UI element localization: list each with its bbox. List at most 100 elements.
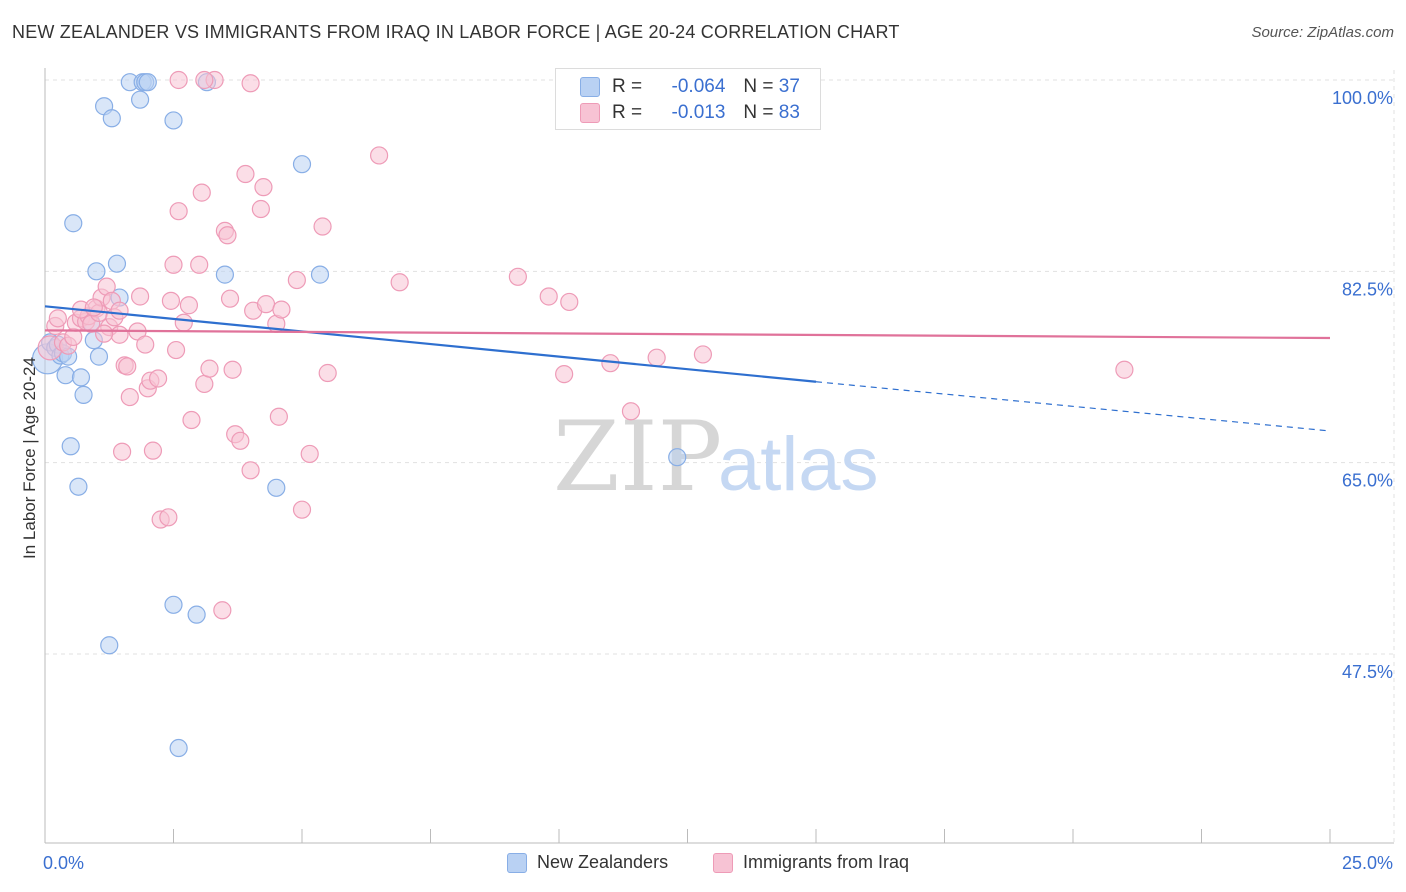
tick-labels: 100.0% 82.5% 65.0% 47.5% 0.0% 25.0% [43,88,1393,873]
series-legend-new-zealanders[interactable]: New Zealanders [507,852,668,873]
iraq-immigrants-point [200,359,219,378]
iraq-immigrants-point [390,273,409,292]
chart-source: Source: ZipAtlas.com [1251,24,1394,41]
iraq-immigrants-point [174,313,193,332]
iraq-immigrants-point [1115,360,1134,379]
iraq-immigrants-point [621,402,641,421]
iraq-immigrants-point [272,300,291,319]
iraq-immigrants-trend-line [44,329,1331,340]
legend-n-value: 37 [778,76,800,97]
iraq-immigrants-point [236,164,255,184]
new-zealanders-point [69,477,88,496]
iraq-immigrants-point [136,335,155,354]
legend-row-new-zealanders: R = -0.064 N = 37 [580,74,800,100]
new-zealanders-point [164,595,183,614]
watermark-zip: ZIP [553,401,722,513]
correlation-legend: R = -0.064 N = 37 R = -0.013 N = 83 [555,68,821,130]
new-zealanders-point [164,111,183,130]
y-axis-label: In Labor Force | Age 20-24 [20,357,39,559]
iraq-immigrants-point [218,226,237,245]
iraq-immigrants-point [231,431,250,450]
iraq-immigrants-point [256,295,276,314]
new-zealanders-point [102,109,121,128]
iraq-immigrants-point [182,410,201,430]
iraq-immigrants-point [195,70,214,90]
y-tick-label: 82.5% [1342,279,1393,299]
iraq-immigrants-point [241,74,260,93]
iraq-immigrants-point [192,183,211,202]
legend-row-immigrants-from-iraq: R = -0.013 N = 83 [580,100,800,126]
legend-n-value: 83 [778,102,800,123]
new-zealanders-point [292,155,312,174]
legend-n-label: N = [743,102,774,123]
iraq-immigrants-point [287,270,306,290]
iraq-immigrants-point [166,340,186,360]
iraq-immigrants-point [693,345,713,364]
iraq-immigrants-point [169,70,188,90]
iraq-immigrants-point [143,441,163,460]
iraq-immigrants-point [254,178,273,197]
data-points [31,70,1134,758]
legend-r-label: R = [612,76,643,97]
new-zealanders-point [215,265,234,284]
axes [44,68,1394,844]
iraq-immigrants-point [112,442,132,461]
new-zealanders-point [56,366,75,385]
legend-swatch-pink [580,103,600,123]
iraq-immigrants-point [292,500,312,519]
new-zealanders-trend-line [44,305,817,383]
chart-title: NEW ZEALANDER VS IMMIGRANTS FROM IRAQ IN… [12,22,900,42]
legend-r-value: -0.064 [671,76,726,97]
iraq-immigrants-point [148,369,168,388]
y-tick-label: 47.5% [1342,662,1393,682]
iraq-immigrants-point [195,374,214,394]
iraq-immigrants-point [313,217,332,236]
y-tick-label: 100.0% [1332,88,1393,108]
x-tick-label: 0.0% [43,853,84,873]
new-zealanders-trend-line-extension [815,381,1331,432]
iraq-immigrants-point [164,255,183,274]
new-zealanders-point [89,347,109,366]
series-legend-label: Immigrants from Iraq [743,852,910,872]
legend-r-value: -0.013 [671,102,726,123]
new-zealanders-point [138,73,157,92]
new-zealanders-point [187,605,206,624]
iraq-immigrants-point [555,365,574,384]
new-zealanders-point [267,478,286,497]
iraq-immigrants-point [130,287,150,306]
legend-swatch-blue [580,77,600,97]
series-legend: New Zealanders Immigrants from Iraq [0,852,1406,880]
iraq-immigrants-point [560,292,579,312]
trend-lines [44,305,1331,432]
new-zealanders-point [310,265,330,284]
iraq-immigrants-point [159,508,178,527]
legend-n-label: N = [743,76,774,97]
new-zealanders-point [71,368,91,387]
iraq-immigrants-point [161,291,181,310]
y-tick-label: 65.0% [1342,471,1393,491]
iraq-immigrants-point [190,255,209,274]
iraq-immigrants-point [539,287,558,306]
new-zealanders-point [668,448,687,467]
iraq-immigrants-point [508,267,527,286]
new-zealanders-point [100,636,119,655]
new-zealanders-point [74,385,93,404]
new-zealanders-point [107,254,127,273]
watermark: ZIP atlas [553,401,879,513]
new-zealanders-point [87,262,106,281]
series-legend-immigrants-from-iraq[interactable]: Immigrants from Iraq [713,852,909,873]
iraq-immigrants-point [251,199,270,219]
iraq-immigrants-point [48,309,67,328]
iraq-immigrants-point [647,348,666,367]
new-zealanders-point [130,90,150,109]
iraq-immigrants-point [95,324,114,343]
iraq-immigrants-point [120,387,139,407]
iraq-immigrants-point [213,601,232,620]
watermark-atlas: atlas [718,422,879,507]
new-zealanders-point [61,437,80,456]
iraq-immigrants-point [84,298,103,317]
x-tick-label: 25.0% [1342,853,1393,873]
iraq-immigrants-point [110,325,129,344]
iraq-immigrants-point [300,444,319,464]
